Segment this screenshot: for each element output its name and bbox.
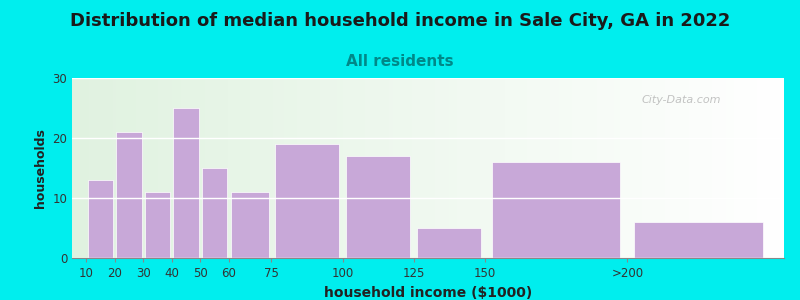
Bar	[116, 132, 142, 258]
Y-axis label: households: households	[34, 128, 46, 208]
Bar	[88, 180, 114, 258]
Bar	[275, 144, 339, 258]
X-axis label: household income ($1000): household income ($1000)	[324, 286, 532, 300]
Bar	[418, 228, 482, 258]
Bar	[145, 192, 170, 258]
Text: City-Data.com: City-Data.com	[642, 94, 721, 105]
Bar	[492, 162, 620, 258]
Bar	[230, 192, 270, 258]
Bar	[173, 108, 198, 258]
Text: All residents: All residents	[346, 54, 454, 69]
Bar	[346, 156, 410, 258]
Bar	[202, 168, 227, 258]
Bar	[634, 222, 762, 258]
Text: Distribution of median household income in Sale City, GA in 2022: Distribution of median household income …	[70, 12, 730, 30]
